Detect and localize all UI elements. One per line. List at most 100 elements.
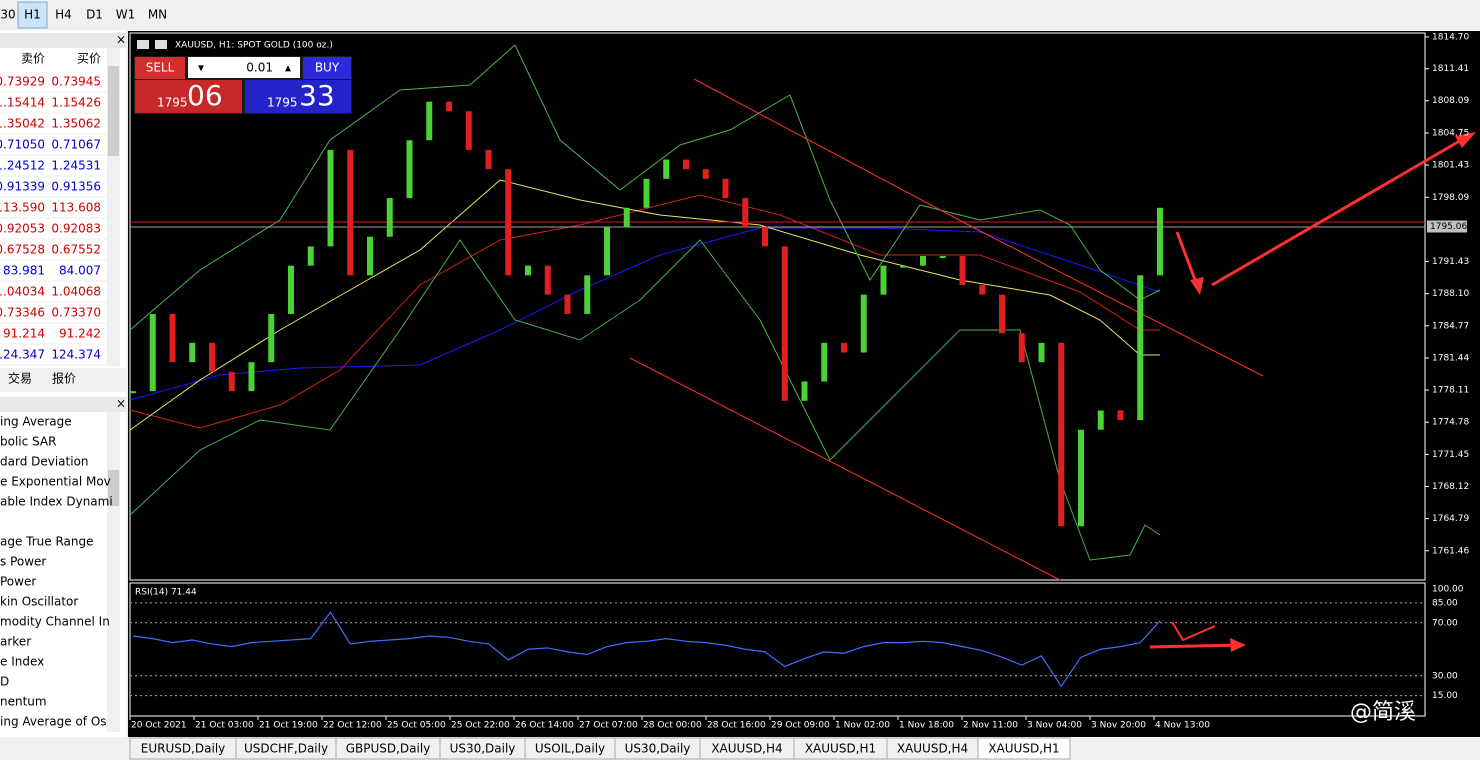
bid[interactable]: 0.92053 bbox=[0, 222, 45, 236]
buy-button[interactable] bbox=[303, 57, 351, 79]
bid[interactable]: 0.73929 bbox=[0, 75, 45, 89]
close[interactable]: × bbox=[116, 33, 126, 47]
sell-price[interactable] bbox=[135, 80, 242, 113]
price-tick-label: 1798.09 bbox=[1432, 193, 1469, 203]
bid[interactable]: 1.15414 bbox=[0, 96, 45, 110]
candle bbox=[268, 313, 275, 363]
indicator-item[interactable]: ing Average bbox=[0, 415, 72, 429]
timeframe-button[interactable] bbox=[0, 2, 16, 28]
bid[interactable]: 113.590 bbox=[0, 201, 45, 215]
time-label: 22 Oct 12:00 bbox=[323, 721, 382, 731]
indicator-item[interactable]: D bbox=[0, 675, 9, 689]
time-label: 20 Oct 2021 bbox=[131, 721, 187, 731]
bid[interactable]: 1.35042 bbox=[0, 117, 45, 131]
indicator-item[interactable]: modity Channel In bbox=[0, 615, 110, 629]
ask[interactable]: 84.007 bbox=[59, 264, 101, 278]
ask[interactable]: 0.91356 bbox=[51, 180, 101, 194]
panel-tab[interactable]: 交易 bbox=[8, 371, 32, 386]
candle bbox=[149, 313, 156, 392]
indicator-item[interactable]: arker bbox=[0, 635, 31, 649]
indicator-item[interactable]: nentum bbox=[0, 695, 47, 709]
chart-tab-label: USDCHF,Daily bbox=[244, 742, 328, 756]
timeframe-label: MN bbox=[148, 8, 167, 22]
candle bbox=[367, 236, 373, 276]
chart-tab-label: USOIL,Daily bbox=[535, 742, 605, 756]
bid[interactable]: 91.214 bbox=[3, 327, 45, 341]
ask[interactable]: 0.71067 bbox=[51, 138, 101, 152]
chart-tab-label: EURUSD,Daily bbox=[141, 742, 226, 756]
bid[interactable]: 0.73346 bbox=[0, 306, 45, 320]
sell-button[interactable] bbox=[135, 57, 185, 79]
bid[interactable]: 83.981 bbox=[3, 264, 45, 278]
ask[interactable]: 1.24531 bbox=[51, 159, 101, 173]
scroll-thumb[interactable] bbox=[108, 66, 119, 156]
price-tick-label: 1814.70 bbox=[1432, 32, 1469, 42]
ask[interactable]: 0.73945 bbox=[51, 75, 101, 89]
ask[interactable]: 124.374 bbox=[51, 348, 101, 362]
panel-tab[interactable]: 报价 bbox=[52, 371, 76, 386]
close[interactable]: × bbox=[116, 397, 126, 411]
price-pane bbox=[129, 32, 1426, 581]
arrow bbox=[1149, 643, 1241, 649]
indicator-item[interactable]: age True Range bbox=[0, 535, 94, 549]
bid[interactable]: 0.67528 bbox=[0, 243, 45, 257]
ask[interactable]: 0.73370 bbox=[51, 306, 101, 320]
bid[interactable]: 1.24512 bbox=[0, 159, 45, 173]
ask[interactable]: 113.608 bbox=[51, 201, 101, 215]
bid[interactable]: 1.04034 bbox=[0, 285, 45, 299]
lot: 0.01 bbox=[246, 61, 273, 75]
candle bbox=[485, 149, 492, 170]
bid[interactable]: 124.347 bbox=[0, 348, 45, 362]
candle bbox=[1117, 410, 1124, 421]
price-tick-label: 1774.78 bbox=[1432, 418, 1469, 428]
indicator-item[interactable]: e Index bbox=[0, 655, 44, 669]
ask[interactable]: 0.67552 bbox=[51, 243, 101, 257]
candle bbox=[544, 265, 551, 295]
chart-tab-label: XAUUSD,H4 bbox=[711, 742, 782, 756]
scrollbar bbox=[107, 412, 120, 732]
candle bbox=[130, 391, 136, 394]
indicator-item[interactable]: e Exponential Mov bbox=[0, 475, 111, 489]
candle bbox=[505, 169, 512, 276]
ask[interactable]: 0.92083 bbox=[51, 222, 101, 236]
chart-tab-label: US30,Daily bbox=[625, 742, 691, 756]
candle bbox=[702, 169, 709, 179]
time-label: 3 Nov 04:00 bbox=[1027, 721, 1082, 731]
indicator-item[interactable]: Power bbox=[0, 575, 36, 589]
timeframe-button[interactable] bbox=[49, 2, 78, 28]
ask[interactable]: 1.15426 bbox=[51, 96, 101, 110]
buy-price[interactable] bbox=[245, 80, 351, 113]
ask[interactable]: 1.35062 bbox=[51, 117, 101, 131]
indicator-item[interactable]: dard Deviation bbox=[0, 455, 89, 469]
ask[interactable]: 1.04068 bbox=[51, 285, 101, 299]
ask[interactable]: 91.242 bbox=[59, 327, 101, 341]
chart-title: XAUUSD, H1: SPOT GOLD (100 oz.) bbox=[175, 41, 333, 51]
timeframe-button[interactable] bbox=[17, 1, 48, 29]
toolbar bbox=[0, 0, 1480, 30]
candle bbox=[841, 342, 847, 353]
indicator-item[interactable]: kin Oscillator bbox=[0, 595, 78, 609]
time-label: 27 Oct 07:00 bbox=[579, 721, 638, 731]
chart-tab[interactable] bbox=[977, 737, 1071, 760]
bollinger-band bbox=[129, 239, 1161, 561]
indicator-item[interactable]: ing Average of Os bbox=[0, 715, 107, 729]
price-tick-label: 1778.11 bbox=[1432, 386, 1469, 396]
indicator-item[interactable]: s Power bbox=[0, 555, 46, 569]
bid[interactable]: 0.91339 bbox=[0, 180, 45, 194]
timeframe-button[interactable] bbox=[111, 2, 140, 28]
indicator-item[interactable]: bolic SAR bbox=[0, 435, 56, 449]
indicator-item[interactable]: able Index Dynami bbox=[0, 495, 113, 509]
timeframe-button[interactable] bbox=[143, 2, 172, 28]
scroll-thumb[interactable] bbox=[108, 470, 119, 506]
bid[interactable]: 0.71050 bbox=[0, 138, 45, 152]
timeframe-button[interactable] bbox=[80, 2, 109, 28]
candle bbox=[762, 227, 768, 247]
spin-down[interactable]: ▾ bbox=[198, 61, 204, 75]
candle bbox=[1157, 207, 1163, 276]
moving-average bbox=[129, 194, 1160, 429]
spin-up[interactable]: ▴ bbox=[285, 61, 291, 75]
lot-input[interactable] bbox=[188, 57, 300, 78]
time-label: 3 Nov 20:00 bbox=[1091, 721, 1146, 731]
price-tick-label: 1781.44 bbox=[1432, 353, 1469, 363]
